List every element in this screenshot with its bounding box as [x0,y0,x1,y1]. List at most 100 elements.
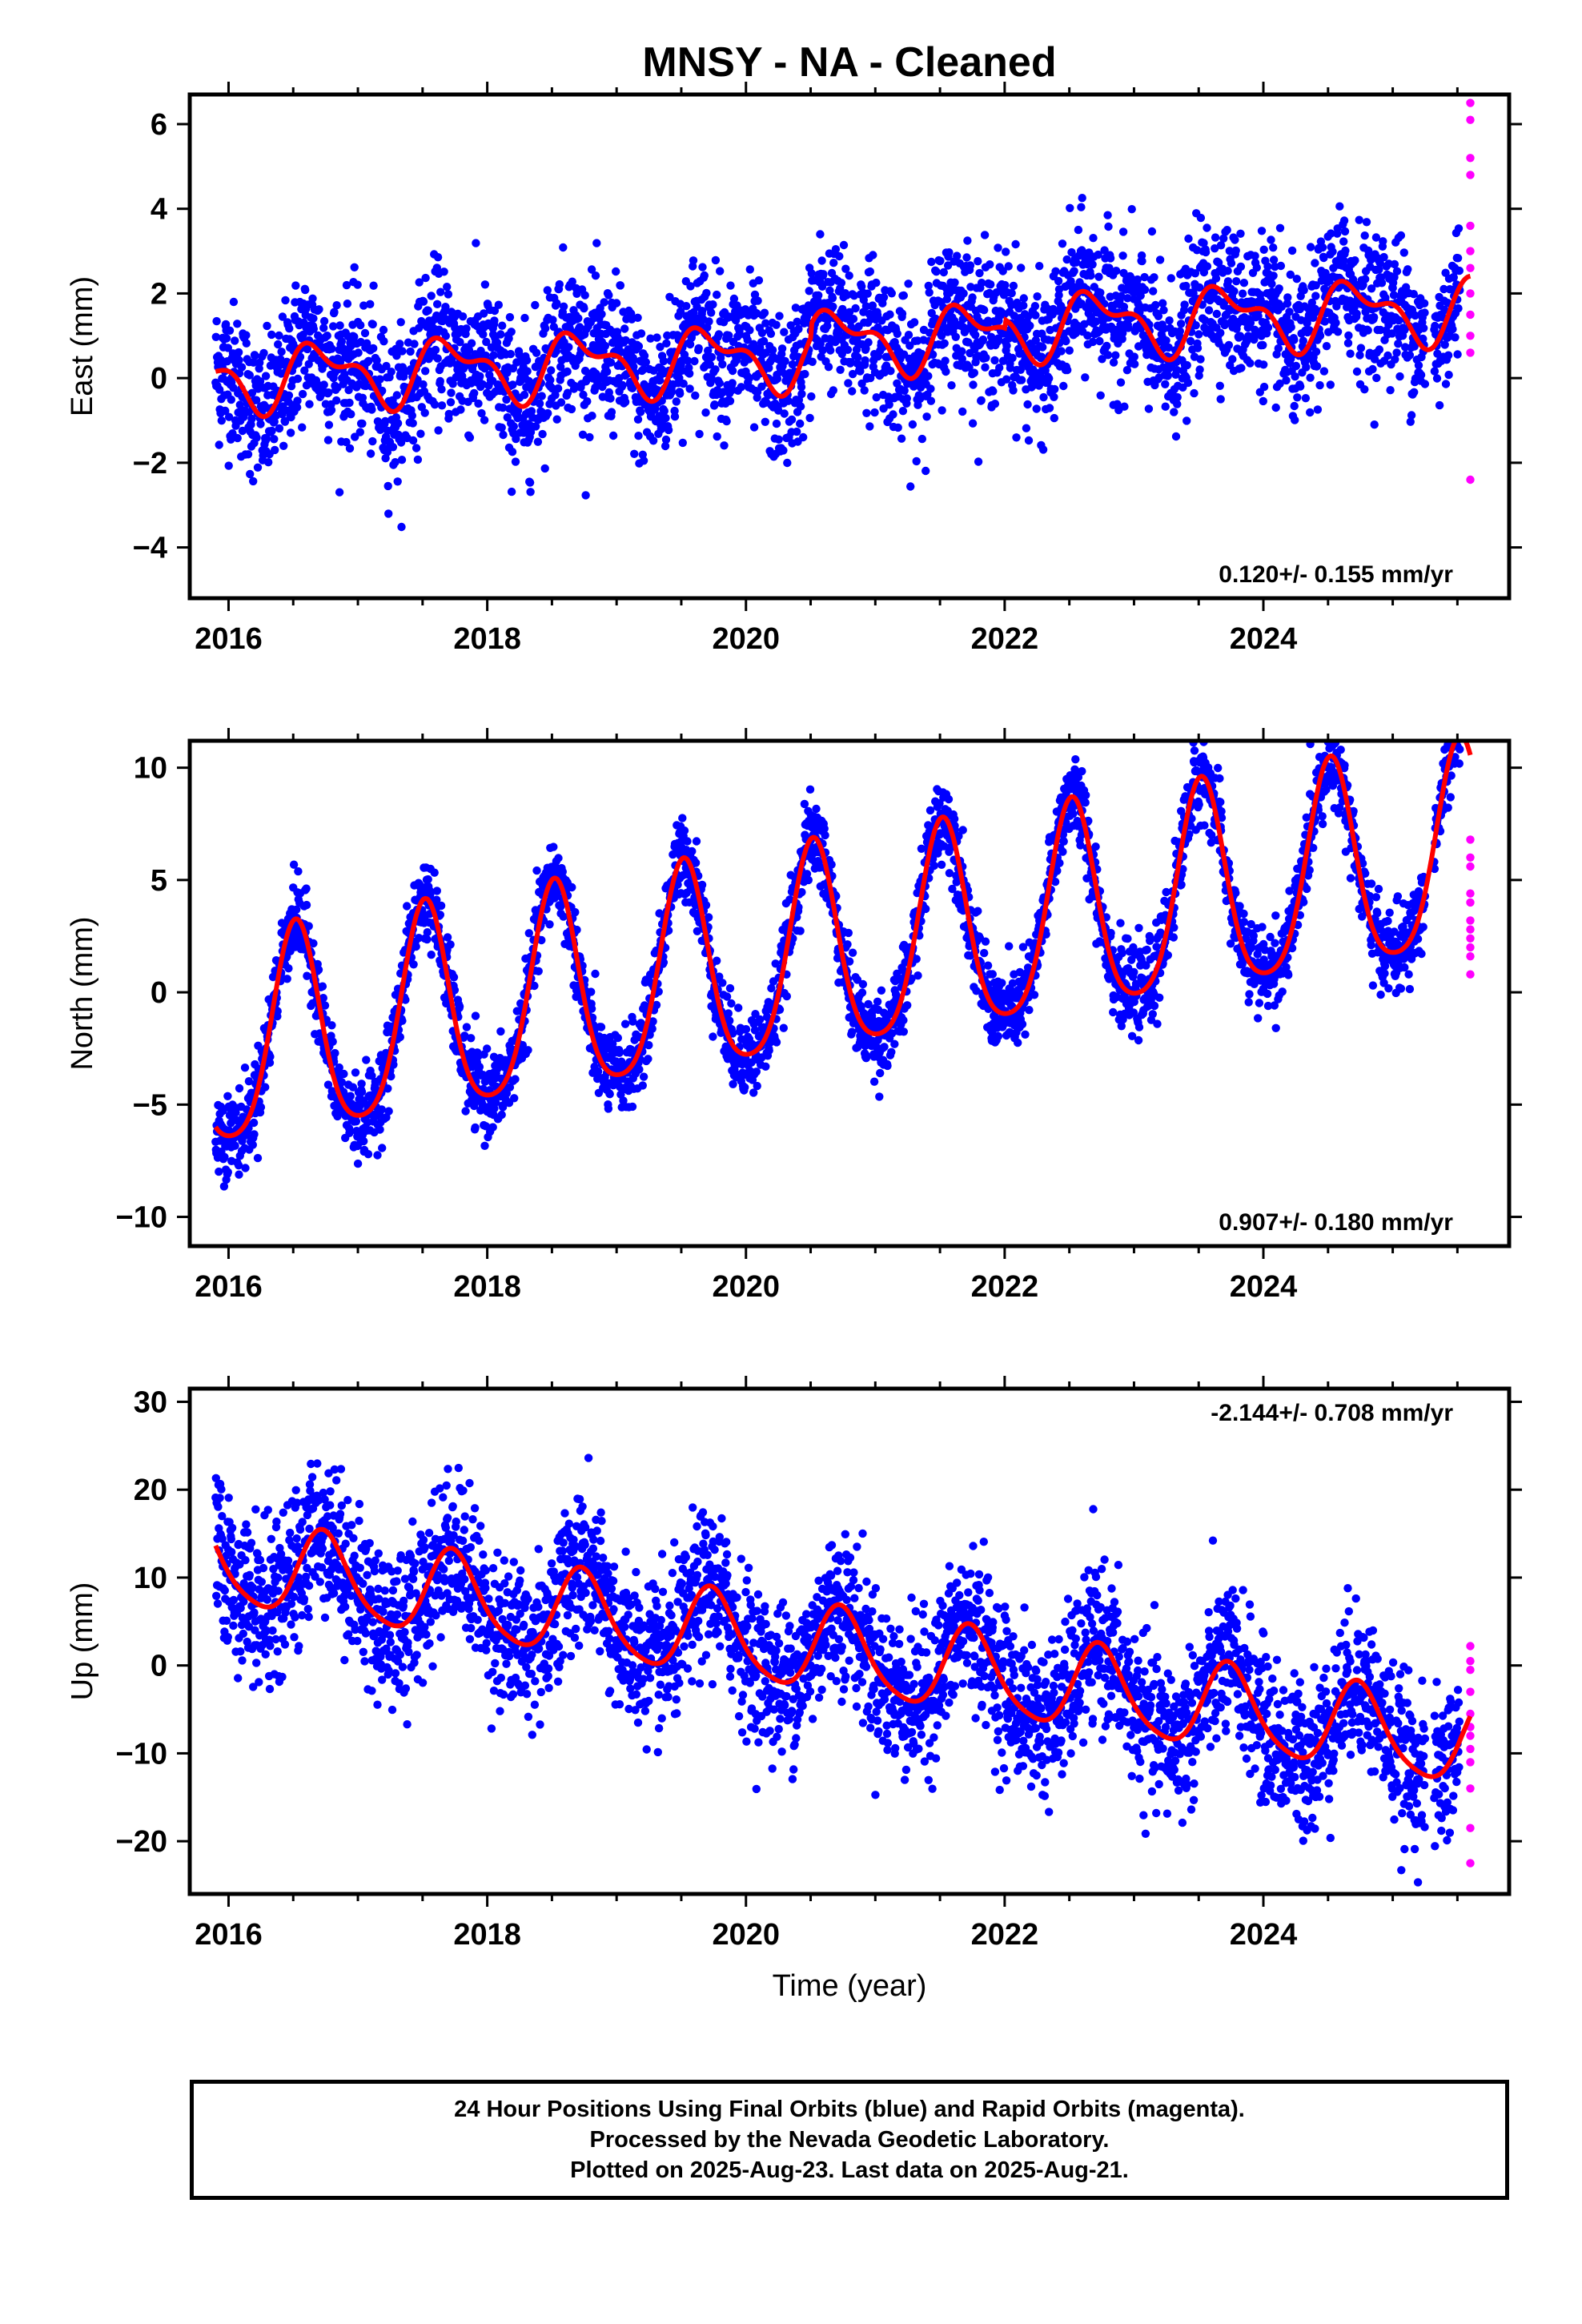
data-point [320,1001,330,1010]
data-point [1033,292,1042,301]
data-point [1306,408,1315,417]
data-point [1038,445,1048,454]
data-point [527,407,536,416]
data-point [419,297,428,306]
data-point [430,400,440,409]
data-point [839,240,849,250]
data-point [261,1083,270,1092]
data-point [1332,302,1341,311]
data-point [467,1034,476,1043]
data-point [211,332,220,341]
data-point [947,381,956,390]
data-point [644,1055,652,1063]
data-point [383,481,392,491]
data-point [797,383,806,392]
data-point [308,294,317,303]
data-point [1403,265,1412,274]
data-point [1196,355,1205,364]
data-point [1275,223,1285,232]
data-point [1375,259,1385,267]
data-point [480,1141,489,1151]
data-point [1211,233,1220,242]
data-point [388,443,398,452]
data-point [1251,251,1259,260]
data-point [351,1117,361,1126]
data-point [253,1153,263,1163]
data-point [510,1094,519,1103]
data-point [621,336,630,345]
data-point [1170,408,1178,416]
data-point [502,395,511,404]
data-point [350,332,359,341]
data-point [865,422,874,431]
data-point [383,1084,392,1093]
rapid-orbit-points [1466,99,1475,485]
data-point [1263,323,1273,332]
data-point [1304,304,1313,313]
data-point [791,304,801,312]
data-point [1151,300,1160,310]
data-point [707,308,716,317]
data-point [845,271,853,280]
data-point [986,260,994,269]
data-point [355,428,364,436]
data-point [1140,285,1150,294]
data-point [900,386,909,395]
data-point [591,271,600,280]
data-point [1045,374,1054,383]
data-point [480,309,488,318]
data-point [1122,366,1132,375]
x-tick-label: 2018 [453,622,521,656]
data-point [507,487,516,497]
data-point [549,842,558,851]
data-point [1050,392,1058,401]
data-point [1002,375,1011,384]
data-point [444,290,453,299]
data-point [597,310,606,319]
data-point [284,391,294,400]
data-point [745,326,754,335]
data-point [1271,403,1280,412]
data-point [757,382,766,391]
data-point [1150,273,1158,282]
data-point [1219,234,1228,243]
data-point [344,385,353,395]
data-point [1138,256,1146,266]
data-point [885,400,893,409]
data-point [1311,259,1319,267]
data-point [1414,361,1423,370]
data-point [613,1033,622,1043]
rapid-point [1466,475,1475,485]
data-point [1109,358,1118,367]
data-point [465,433,475,442]
data-point [701,408,710,417]
data-point [893,423,902,432]
data-point [1368,364,1377,374]
data-point [261,372,271,380]
data-point [1454,224,1464,233]
data-point [553,384,563,393]
data-point [1420,308,1429,317]
data-point [298,423,307,432]
data-point [227,395,235,404]
rapid-point [1466,221,1475,231]
data-point [470,388,479,398]
data-point [571,907,580,917]
data-point [837,279,846,287]
data-point [410,340,419,348]
data-point [682,302,691,311]
data-point [356,320,365,330]
data-point [490,306,500,316]
data-point [728,386,737,395]
data-point [1346,349,1355,358]
data-point [293,396,302,405]
data-point [861,356,869,365]
data-point [1077,203,1086,211]
data-point [849,315,858,324]
data-point [926,396,936,405]
data-point [396,1032,404,1042]
data-point [629,362,638,372]
data-point [446,398,456,407]
data-point [245,371,254,380]
data-point [1431,321,1439,331]
